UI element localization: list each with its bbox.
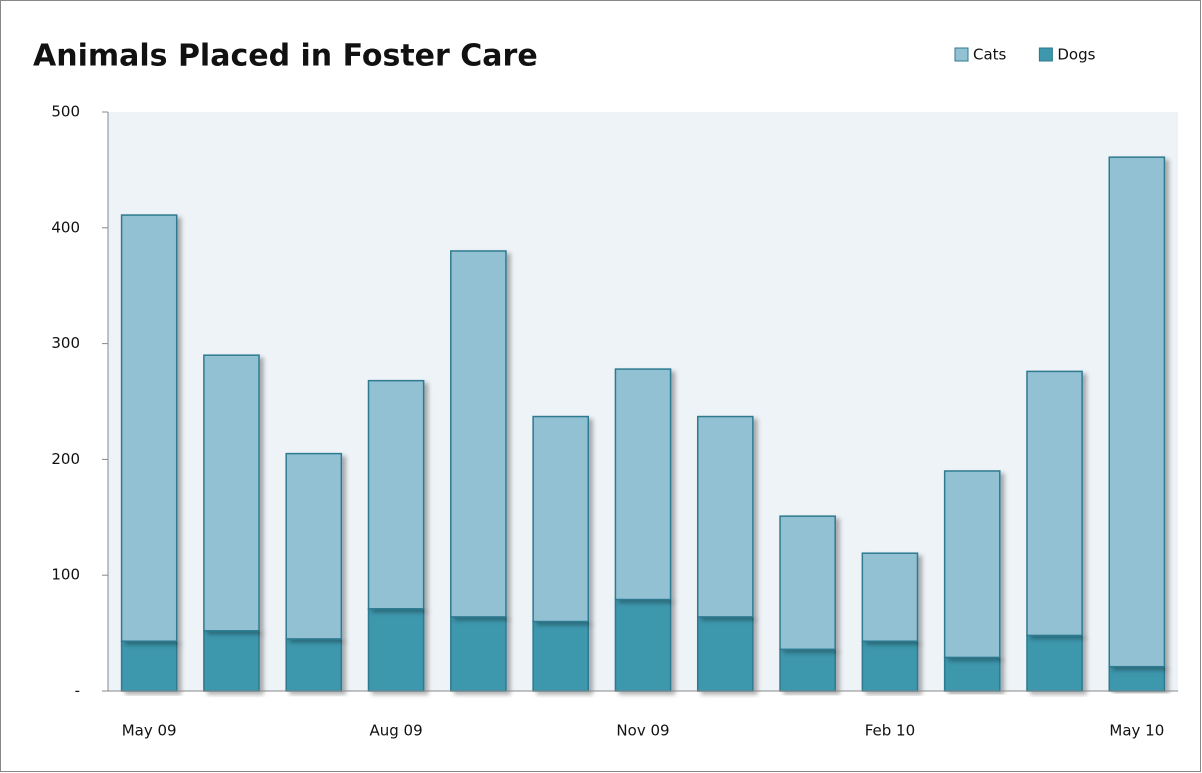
marks xyxy=(120,156,1166,692)
bar-segment xyxy=(450,616,507,692)
bar-segment xyxy=(779,648,836,692)
bar-segment xyxy=(696,415,754,618)
bar-segment xyxy=(696,616,754,692)
bar-segment xyxy=(861,640,919,692)
legend-label: Dogs xyxy=(1057,46,1095,64)
bar-segment xyxy=(779,515,836,651)
x-tick-label: May 10 xyxy=(1109,722,1164,740)
bar-segment xyxy=(614,598,672,692)
x-tick-label: May 09 xyxy=(122,722,177,740)
legend-swatch xyxy=(954,47,969,62)
y-tick-label: - xyxy=(75,682,80,700)
bar-segment xyxy=(1108,156,1166,668)
bar-segment xyxy=(943,470,1001,659)
x-tick-label: Feb 10 xyxy=(865,722,915,740)
y-tick-label: 300 xyxy=(51,334,80,352)
bar-segment xyxy=(1026,634,1083,692)
bar-segment xyxy=(120,640,178,692)
bar-segment xyxy=(861,552,919,642)
bar-segment xyxy=(367,608,425,692)
bar-segment xyxy=(532,415,590,623)
bar-segment xyxy=(532,620,590,692)
bar-segment xyxy=(203,354,260,632)
y-tick-label: 100 xyxy=(51,566,80,584)
y-tick-label: 200 xyxy=(51,450,80,468)
x-tick-label: Nov 09 xyxy=(616,722,669,740)
legend-label: Cats xyxy=(973,46,1007,64)
bar-segment xyxy=(367,379,425,610)
bar-segment xyxy=(285,638,343,692)
chart-title: Animals Placed in Foster Care xyxy=(33,39,538,74)
y-tick-label: 500 xyxy=(51,103,80,121)
x-tick-label: Aug 09 xyxy=(369,722,422,740)
bar-segment xyxy=(120,214,178,642)
bar-segment xyxy=(943,656,1001,692)
bar-segment xyxy=(614,368,672,601)
legend-swatch xyxy=(1038,47,1053,62)
bar-segment xyxy=(1108,665,1166,692)
bar-segment xyxy=(203,630,260,692)
bar-segment xyxy=(285,452,343,640)
bar-segment xyxy=(1026,370,1083,637)
bar-segment xyxy=(450,250,507,618)
y-tick-label: 400 xyxy=(51,218,80,236)
